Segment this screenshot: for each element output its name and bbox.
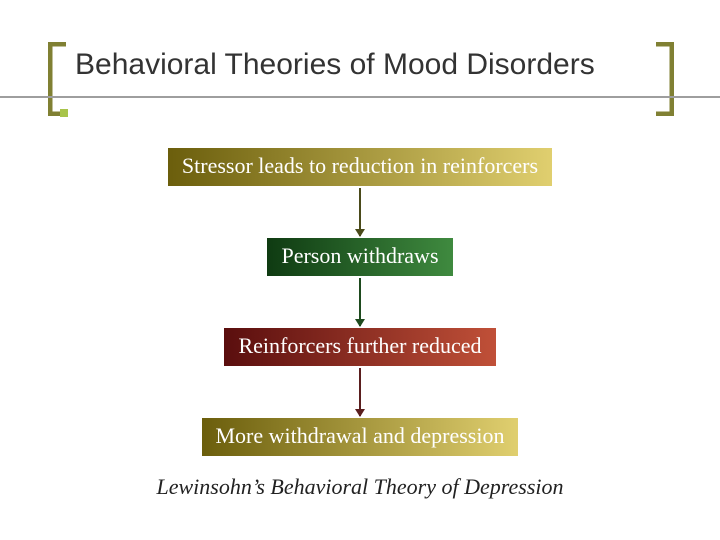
flowchart: Stressor leads to reduction in reinforce… <box>0 148 720 500</box>
flow-caption: Lewinsohn’s Behavioral Theory of Depress… <box>157 474 564 500</box>
flow-arrow-icon <box>359 278 361 326</box>
title-underline <box>0 96 720 98</box>
flow-node: Person withdraws <box>267 238 452 276</box>
accent-square-icon <box>60 109 68 117</box>
page-title: Behavioral Theories of Mood Disorders <box>75 48 675 82</box>
flow-arrow-icon <box>359 368 361 416</box>
flow-node: Reinforcers further reduced <box>224 328 495 366</box>
flow-node: More withdrawal and depression <box>202 418 519 456</box>
flow-arrow-icon <box>359 188 361 236</box>
left-bracket-icon <box>48 42 68 116</box>
flow-node: Stressor leads to reduction in reinforce… <box>168 148 552 186</box>
